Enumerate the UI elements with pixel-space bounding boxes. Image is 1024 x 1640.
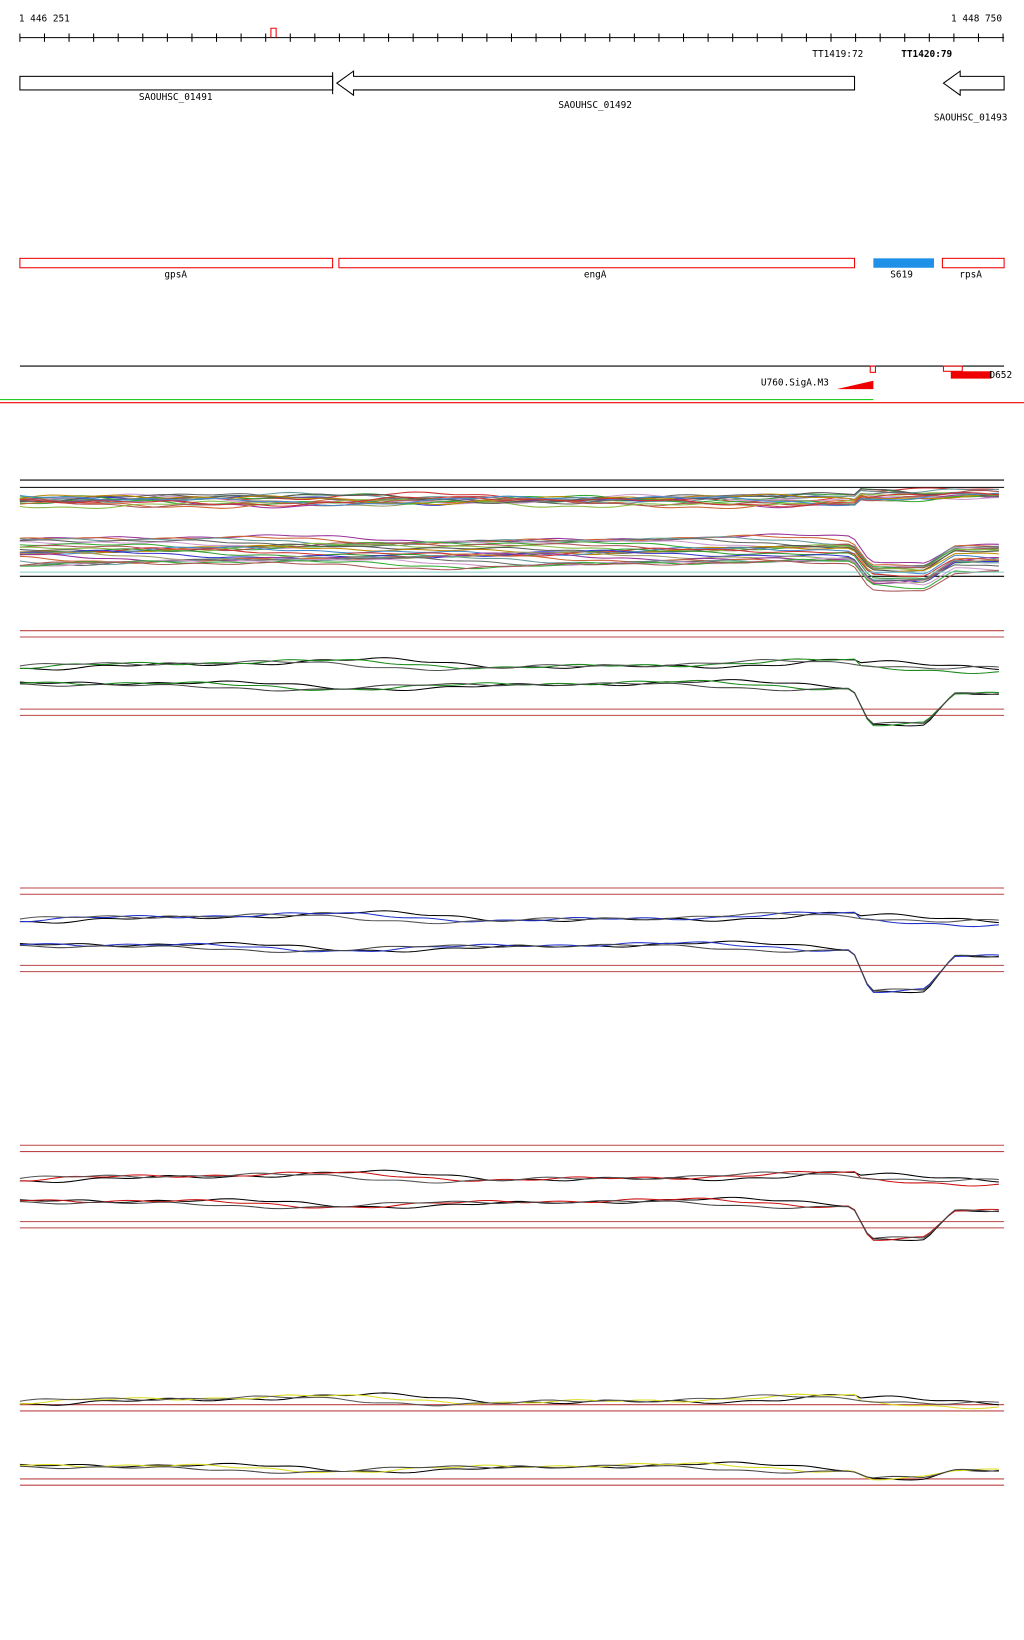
trace bbox=[19, 679, 999, 727]
trace bbox=[19, 940, 999, 994]
feature-box bbox=[873, 258, 935, 268]
trace bbox=[19, 1196, 999, 1241]
promoter-label: D652 bbox=[989, 370, 1012, 381]
trace bbox=[19, 552, 999, 585]
terminator-label: TT1419:72 bbox=[812, 49, 863, 60]
trace bbox=[19, 1464, 999, 1479]
gene-arrow bbox=[335, 70, 856, 97]
trace bbox=[19, 682, 999, 725]
trace bbox=[19, 912, 999, 925]
feature-label: rpsA bbox=[959, 270, 982, 281]
trace bbox=[19, 560, 999, 592]
promoter-mark bbox=[950, 371, 992, 379]
trace bbox=[19, 911, 999, 928]
trace bbox=[19, 488, 999, 504]
promoter-mark bbox=[836, 380, 874, 390]
ruler-end: 1 448 750 bbox=[951, 13, 1002, 24]
trace bbox=[19, 1394, 999, 1407]
ruler-marker bbox=[270, 27, 277, 38]
trace bbox=[19, 549, 999, 583]
trace bbox=[19, 492, 999, 508]
trace bbox=[19, 943, 999, 992]
promoter-label: U760.SigA.M3 bbox=[761, 377, 829, 388]
promoter-mark bbox=[869, 365, 876, 373]
gene-arrow bbox=[942, 70, 1005, 97]
feature-box bbox=[19, 257, 334, 269]
feature-label: gpsA bbox=[164, 270, 187, 281]
trace bbox=[19, 1171, 999, 1184]
gene-box bbox=[19, 75, 334, 91]
promoter-mark bbox=[942, 365, 963, 372]
trace bbox=[19, 658, 999, 674]
feature-label: engA bbox=[584, 270, 607, 281]
gene-label: SAOUHSC_01493 bbox=[934, 113, 1008, 124]
trace bbox=[19, 1200, 999, 1239]
gene-label: SAOUHSC_01492 bbox=[558, 100, 632, 111]
trace bbox=[19, 941, 999, 993]
trace bbox=[19, 533, 999, 564]
feature-label: S619 bbox=[890, 270, 913, 281]
trace bbox=[19, 1393, 999, 1410]
trace bbox=[19, 1170, 999, 1187]
trace bbox=[19, 534, 999, 567]
gene-label: SAOUHSC_01491 bbox=[139, 92, 213, 103]
trace bbox=[19, 679, 999, 727]
trace bbox=[19, 1197, 999, 1241]
trace bbox=[19, 544, 999, 574]
terminator-label: TT1420:79 bbox=[901, 49, 952, 60]
trace bbox=[19, 659, 999, 672]
ruler-start: 1 446 251 bbox=[19, 13, 70, 24]
trace bbox=[19, 489, 999, 508]
feature-box bbox=[338, 257, 856, 269]
trace bbox=[19, 492, 999, 507]
expression-traces bbox=[19, 479, 1005, 1486]
feature-box bbox=[941, 257, 1005, 269]
